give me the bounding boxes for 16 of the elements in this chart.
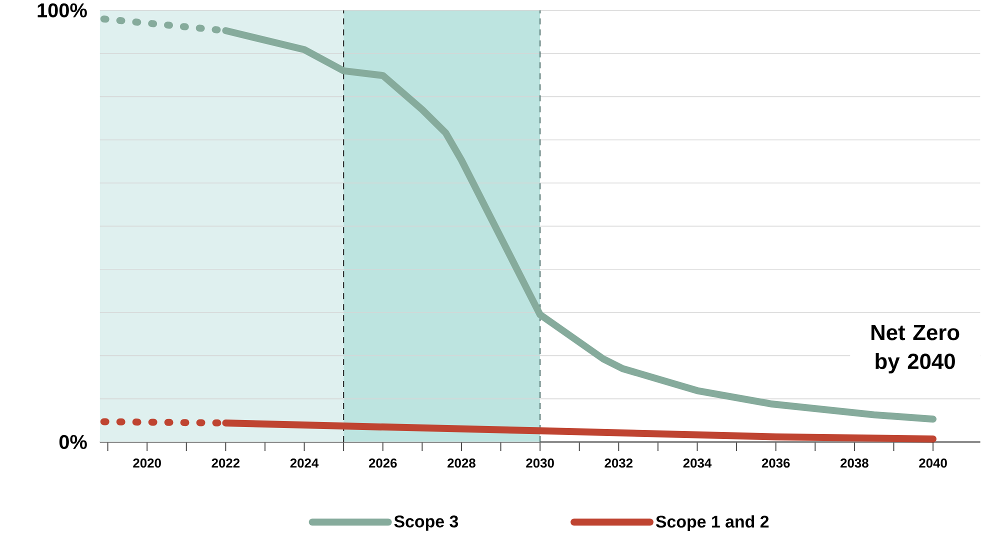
x-tick-label: 2038	[840, 458, 868, 468]
x-tick-label: 2034	[683, 458, 712, 468]
legend-label: Scope 1 and 2	[656, 515, 769, 532]
x-tick-label: 2032	[604, 458, 633, 468]
x-tick-label: 2040	[919, 458, 947, 468]
legend-label: Scope 3	[394, 516, 458, 531]
x-tick-label: 2030	[526, 458, 554, 468]
x-tick-label: 2028	[448, 458, 476, 468]
x-tick-label: 2036	[762, 458, 790, 468]
y-tick-label: 100%	[38, 3, 87, 18]
x-tick-label: 2026	[368, 458, 397, 468]
x-tick-label: 2020	[133, 458, 161, 468]
y-tick-label: 0%	[59, 435, 87, 450]
annotation: Net Zero by 2040	[872, 325, 960, 374]
x-tick-label: 2024	[290, 458, 319, 468]
x-tick-label: 2022	[212, 458, 240, 468]
